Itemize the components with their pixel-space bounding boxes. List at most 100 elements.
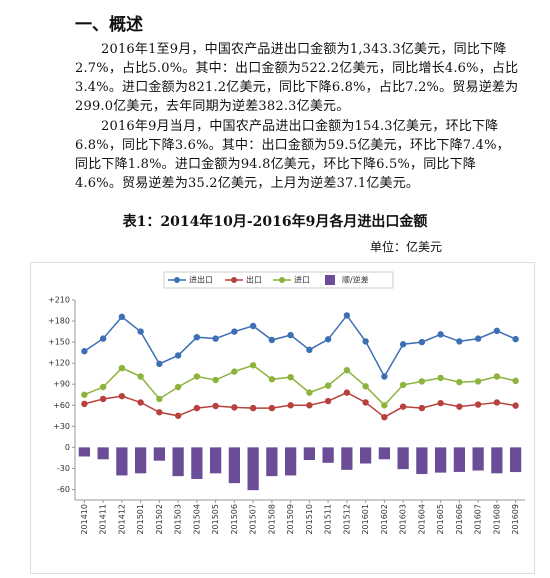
point bbox=[156, 395, 163, 403]
legend-label: 出口 bbox=[246, 275, 262, 285]
point bbox=[399, 381, 407, 389]
y-tick-label: 0 bbox=[65, 443, 70, 452]
x-tick-label: 201606 bbox=[455, 504, 464, 535]
point bbox=[512, 335, 519, 343]
point bbox=[381, 402, 388, 409]
point bbox=[343, 312, 351, 319]
point bbox=[137, 399, 144, 406]
bar bbox=[135, 447, 147, 474]
x-tick-label: 201511 bbox=[324, 504, 333, 535]
point bbox=[137, 328, 144, 335]
bar bbox=[491, 447, 503, 474]
chart: +210 +180 +150 +120 +90 +60 +30 0 -30 -60 201410 20… bbox=[30, 262, 535, 574]
bar bbox=[341, 447, 353, 470]
unit-label: 单位：亿美元 bbox=[370, 240, 443, 254]
legend-swatch bbox=[279, 277, 285, 283]
point bbox=[156, 409, 163, 416]
point bbox=[324, 382, 332, 389]
point bbox=[231, 368, 238, 375]
legend-label: 进口 bbox=[294, 276, 310, 285]
x-tick-label: 201605 bbox=[436, 504, 445, 535]
point bbox=[156, 360, 163, 368]
paragraph: 2016年1至9月，中国农产品进出口金额为1,343.3亿美元，同比下降2.7%… bbox=[75, 42, 519, 114]
point bbox=[493, 327, 501, 335]
x-tick-label: 201504 bbox=[192, 504, 201, 535]
line bbox=[84, 391, 516, 419]
bar bbox=[360, 447, 372, 464]
x-tick-label: 201602 bbox=[380, 504, 389, 535]
point bbox=[512, 377, 519, 385]
y-tick-label: +210 bbox=[48, 296, 70, 305]
bar bbox=[322, 447, 334, 463]
bar bbox=[303, 447, 315, 460]
point bbox=[268, 336, 276, 344]
bar bbox=[191, 447, 203, 479]
x-tick-label: 201503 bbox=[174, 504, 183, 535]
line bbox=[83, 314, 516, 379]
x-tick-label: 201412 bbox=[117, 504, 126, 535]
point bbox=[99, 335, 107, 342]
point bbox=[324, 336, 332, 343]
x-tick-label: 201603 bbox=[399, 504, 408, 535]
point bbox=[306, 389, 313, 396]
point bbox=[493, 399, 501, 406]
y-tick-label: +90 bbox=[53, 380, 70, 389]
point bbox=[193, 333, 201, 341]
point bbox=[399, 403, 407, 410]
point bbox=[493, 373, 501, 380]
bar bbox=[453, 447, 465, 472]
bar bbox=[416, 447, 428, 475]
legend-box bbox=[163, 271, 394, 289]
bar bbox=[116, 447, 128, 476]
point bbox=[474, 335, 482, 342]
point bbox=[249, 362, 257, 369]
point bbox=[287, 373, 294, 381]
point bbox=[249, 322, 257, 330]
point bbox=[362, 338, 369, 345]
y-tick-label: -60 bbox=[57, 485, 70, 494]
point bbox=[231, 404, 238, 411]
table-title: 表1：2014年10月-2016年9月各月进出口金额 bbox=[122, 214, 428, 230]
x-tick-label: 201508 bbox=[267, 504, 276, 535]
point bbox=[456, 338, 463, 345]
chart-frame bbox=[30, 262, 535, 574]
x-tick-label: 201604 bbox=[417, 504, 426, 535]
line bbox=[84, 364, 516, 407]
y-tick-label: +60 bbox=[53, 401, 70, 410]
point bbox=[343, 389, 351, 396]
point bbox=[212, 376, 219, 384]
x-tick-label: 201507 bbox=[249, 504, 258, 535]
point bbox=[418, 338, 426, 346]
y-tick-label: +180 bbox=[48, 317, 70, 326]
point bbox=[118, 364, 126, 372]
point bbox=[418, 378, 426, 385]
x-tick-label: 201501 bbox=[136, 504, 145, 535]
point bbox=[174, 352, 182, 359]
point bbox=[174, 383, 182, 391]
point bbox=[362, 399, 369, 406]
point bbox=[362, 383, 369, 390]
bar bbox=[285, 447, 297, 476]
x-tick-label: 201510 bbox=[305, 504, 314, 535]
point bbox=[381, 373, 388, 380]
x-tick-label: 201410 bbox=[80, 504, 89, 535]
point bbox=[231, 328, 238, 335]
bar bbox=[228, 447, 240, 484]
point bbox=[306, 346, 313, 354]
point bbox=[268, 376, 276, 383]
point bbox=[212, 402, 219, 410]
point bbox=[287, 402, 294, 409]
bar bbox=[97, 447, 109, 460]
point bbox=[118, 392, 126, 400]
bar bbox=[472, 447, 484, 471]
x-tick-label: 201411 bbox=[99, 504, 108, 535]
paragraph: 2016年9月当月，中国农产品进出口金额为154.3亿美元，环比下降6.8%，同… bbox=[75, 119, 510, 191]
point bbox=[306, 402, 313, 409]
point bbox=[474, 401, 482, 408]
point bbox=[174, 412, 182, 419]
legend-swatch bbox=[231, 277, 237, 283]
point bbox=[456, 378, 463, 386]
point bbox=[343, 366, 351, 374]
point bbox=[381, 413, 388, 421]
heading: 一、概述 bbox=[75, 15, 143, 35]
